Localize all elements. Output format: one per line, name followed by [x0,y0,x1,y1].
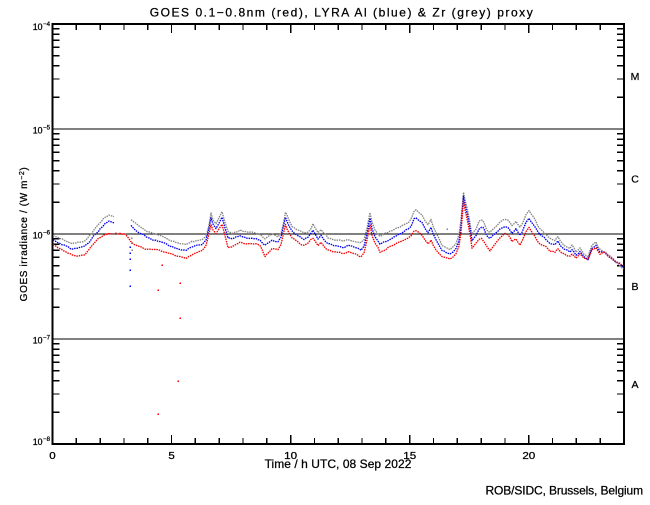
svg-text:10: 10 [33,22,43,32]
svg-text:−8: −8 [43,436,51,443]
svg-text:−7: −7 [43,334,51,341]
svg-text:−4: −4 [43,21,51,28]
svg-text:ROB/SIDC, Brussels, Belgium: ROB/SIDC, Brussels, Belgium [486,484,644,498]
svg-text:−6: −6 [43,229,51,236]
svg-text:B: B [631,281,638,293]
svg-text:10: 10 [33,230,43,240]
svg-text:−5: −5 [43,124,51,131]
svg-text:10: 10 [284,451,297,462]
svg-text:0: 0 [49,451,56,462]
svg-text:10: 10 [33,437,43,447]
svg-text:GOES 0.1−0.8nm (red), LYRA Al: GOES 0.1−0.8nm (red), LYRA Al (blue) & Z… [150,6,535,20]
svg-text:5: 5 [168,451,175,462]
svg-text:10: 10 [33,125,43,135]
svg-text:10: 10 [33,335,43,345]
svg-text:15: 15 [403,451,416,462]
svg-text:M: M [631,71,640,83]
svg-text:GOES irradiance / (W m−2): GOES irradiance / (W m−2) [19,167,30,302]
svg-text:20: 20 [522,451,535,462]
svg-text:C: C [631,174,639,186]
svg-text:Time / h UTC, 08 Sep 2022: Time / h UTC, 08 Sep 2022 [265,457,412,471]
svg-text:A: A [631,379,638,391]
